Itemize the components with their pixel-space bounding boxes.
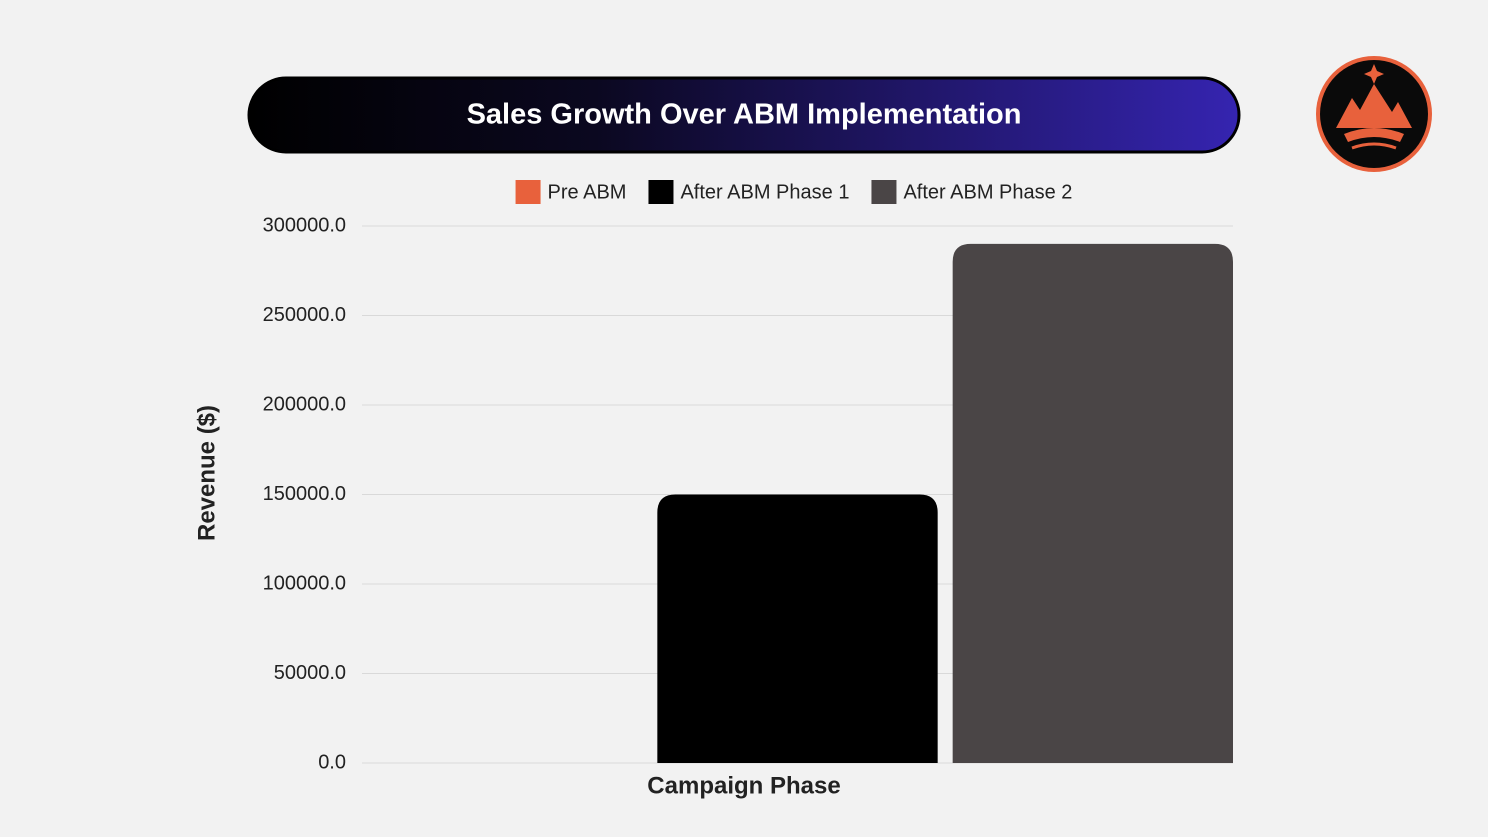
x-axis-title: Campaign Phase xyxy=(647,772,840,799)
chart-title: Sales Growth Over ABM Implementation xyxy=(467,99,1022,131)
bar xyxy=(657,494,938,763)
y-axis-title: Revenue ($) xyxy=(193,405,220,541)
logo xyxy=(1316,56,1432,172)
y-tick-label: 200000.0 xyxy=(263,393,346,415)
y-tick-label: 100000.0 xyxy=(263,572,346,594)
y-tick-label: 150000.0 xyxy=(263,483,346,505)
y-tick-label: 250000.0 xyxy=(263,304,346,326)
legend-swatch xyxy=(871,180,897,204)
legend-label: Pre ABM xyxy=(548,181,627,203)
title-banner xyxy=(247,76,1241,154)
y-tick-label: 300000.0 xyxy=(263,214,346,236)
legend-swatch xyxy=(648,180,674,204)
y-tick-label: 50000.0 xyxy=(274,662,346,684)
legend-label: After ABM Phase 2 xyxy=(903,181,1072,203)
bar xyxy=(952,243,1233,763)
legend-label: After ABM Phase 1 xyxy=(680,181,849,203)
y-tick-label: 0.0 xyxy=(318,751,346,773)
legend-swatch xyxy=(515,180,541,204)
